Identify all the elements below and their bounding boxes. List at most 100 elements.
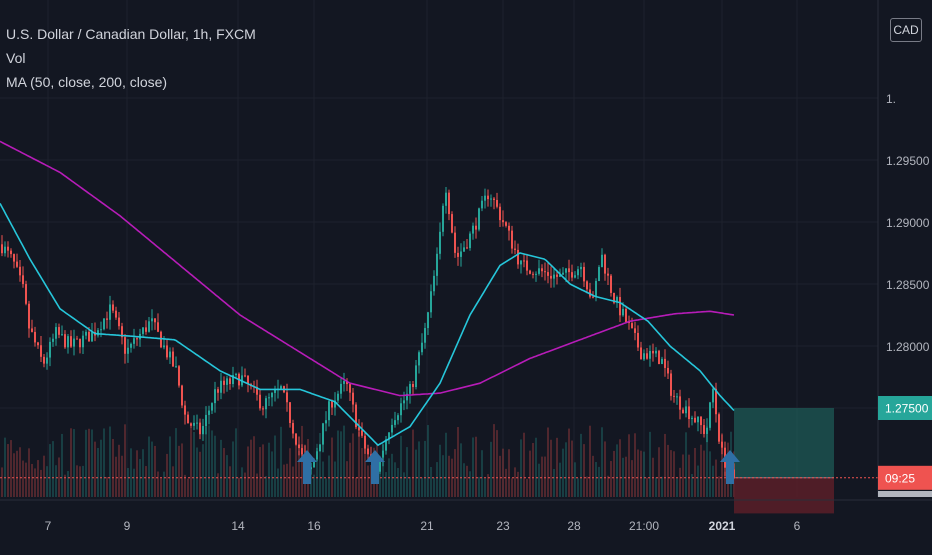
candle-body	[175, 366, 177, 368]
ma-legend[interactable]: MA (50, close, 200, close)	[6, 74, 168, 90]
candle-body	[46, 357, 48, 364]
candle-body	[79, 338, 81, 348]
candle-body	[418, 352, 420, 366]
volume-bar	[67, 471, 69, 497]
volume-bar	[244, 472, 246, 497]
candle-body	[700, 416, 702, 426]
volume-bar	[328, 455, 330, 497]
candle-body	[331, 401, 333, 408]
currency-badge[interactable]: CAD	[890, 18, 922, 42]
symbol-title[interactable]: U.S. Dollar / Canadian Dollar, 1h, FXCM	[6, 26, 256, 42]
volume-bar	[610, 461, 612, 497]
candle-body	[604, 254, 606, 274]
volume-bar	[682, 454, 684, 497]
volume-bar	[127, 468, 129, 497]
volume-bar	[109, 426, 111, 497]
candle-body	[403, 400, 405, 404]
volume-bar	[25, 462, 27, 497]
candle-body	[274, 389, 276, 393]
volume-bar	[643, 451, 645, 497]
volume-bar	[331, 437, 333, 497]
volume-bar	[394, 462, 396, 497]
volume-bar	[553, 468, 555, 497]
time-axis-label: 9	[124, 519, 131, 533]
chart-legend: U.S. Dollar / Canadian Dollar, 1h, FXCM …	[6, 22, 256, 94]
stop-zone	[734, 477, 834, 514]
volume-bar	[604, 441, 606, 497]
volume-bar	[13, 453, 15, 497]
volume-bar	[418, 441, 420, 497]
candle-body	[286, 392, 288, 403]
candle-body	[379, 457, 381, 472]
candle-body	[517, 249, 519, 265]
volume-bar	[700, 444, 702, 497]
candle-body	[565, 268, 567, 273]
volume-bar	[574, 462, 576, 497]
volume-bar	[16, 450, 18, 497]
volume-bar	[37, 460, 39, 497]
candle-body	[316, 451, 318, 460]
candle-body	[475, 225, 477, 230]
candle-body	[685, 406, 687, 414]
candle-body	[679, 396, 681, 410]
candle-body	[190, 423, 192, 426]
volume-bar	[91, 429, 93, 497]
volume-bar	[193, 431, 195, 497]
candle-body	[154, 318, 156, 323]
volume-bar	[568, 428, 570, 497]
candle-body	[670, 373, 672, 396]
candle-body	[115, 310, 117, 318]
candle-body	[409, 383, 411, 394]
candle-body	[25, 284, 27, 304]
candle-body	[715, 388, 717, 415]
candle-body	[349, 384, 351, 393]
candle-body	[706, 427, 708, 434]
volume-bar	[535, 437, 537, 497]
volume-bar	[76, 465, 78, 497]
candle-body	[28, 303, 30, 329]
candle-body	[388, 432, 390, 440]
candle-body	[577, 269, 579, 276]
volume-bar	[187, 478, 189, 497]
volume-bar	[322, 461, 324, 497]
candle-body	[13, 254, 15, 262]
arrow-shape	[720, 450, 740, 484]
volume-bar	[676, 478, 678, 497]
volume-legend[interactable]: Vol	[6, 50, 26, 66]
candle-body	[97, 330, 99, 336]
candle-body	[532, 273, 534, 275]
volume-bar	[235, 428, 237, 497]
volume-bar	[130, 448, 132, 497]
time-axis-label: 16	[307, 519, 321, 533]
volume-bar	[115, 456, 117, 497]
volume-bar	[184, 474, 186, 497]
candle-body	[451, 214, 453, 233]
volume-bar	[544, 456, 546, 497]
candle-body	[184, 405, 186, 415]
price-axis-label: 1.29000	[886, 216, 930, 230]
volume-bar	[358, 432, 360, 497]
volume-bar	[262, 444, 264, 497]
volume-bar	[625, 456, 627, 497]
volume-bar	[433, 477, 435, 497]
volume-bar	[490, 441, 492, 497]
candle-body	[430, 291, 432, 313]
volume-bar	[661, 476, 663, 497]
candle-body	[391, 424, 393, 433]
candle-body	[556, 274, 558, 277]
candle-body	[658, 350, 660, 365]
candle-body	[367, 448, 369, 455]
candle-body	[235, 373, 237, 376]
candle-body	[88, 331, 90, 342]
candle-body	[652, 350, 654, 354]
candle-body	[460, 251, 462, 257]
candle-body	[439, 231, 441, 254]
volume-bar	[697, 465, 699, 497]
volume-bar	[448, 455, 450, 497]
candle-body	[697, 416, 699, 423]
candle-body	[592, 296, 594, 298]
candle-body	[634, 328, 636, 333]
volume-bar	[364, 437, 366, 497]
